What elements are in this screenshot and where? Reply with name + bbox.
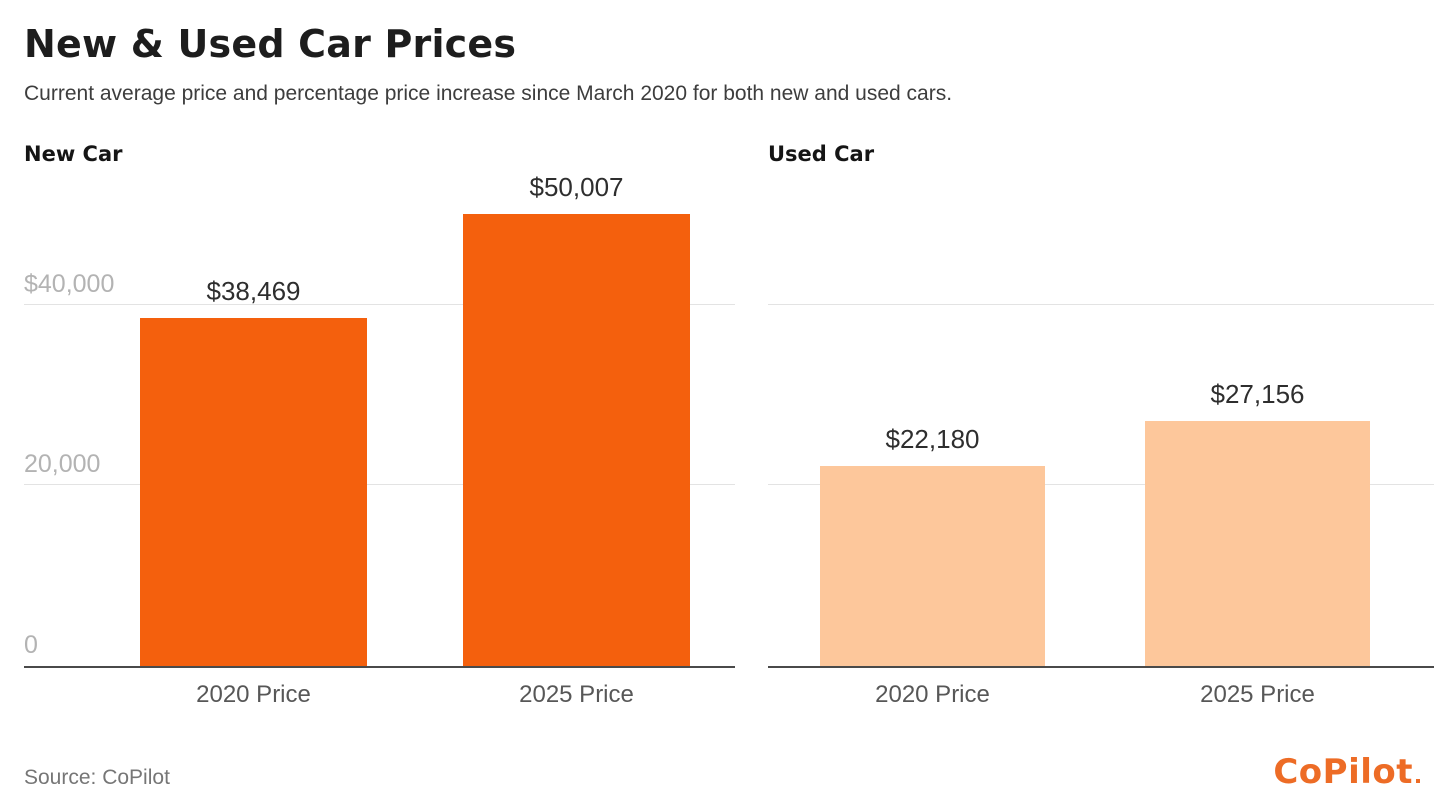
new-car-chart: New Car $38,469 $50,007 0 20,000 $40,000 2… [24, 142, 735, 714]
copilot-logo-text: CoPilot [1273, 752, 1413, 792]
y-axis-tick-label: 0 [24, 631, 38, 659]
x-axis-label-2025: 2025 Price [1200, 681, 1315, 708]
new-car-plot-area: $38,469 $50,007 0 20,000 $40,000 [24, 172, 735, 668]
page-title: New & Used Car Prices [24, 22, 517, 66]
copilot-logo: CoPilot [1273, 754, 1420, 790]
bar-new-2020 [140, 318, 367, 666]
chart-title-used-car: Used Car [768, 142, 875, 166]
bar-new-2025 [463, 214, 690, 666]
used-car-plot-area: $22,180 $27,156 [768, 180, 1434, 668]
x-axis-label-2025: 2025 Price [519, 681, 634, 708]
trademark-dot-icon [1416, 779, 1420, 783]
x-axis-labels: 2020 Price 2025 Price [768, 668, 1434, 714]
bar-used-2020 [820, 466, 1045, 666]
bar-value-label: $38,469 [206, 276, 301, 306]
x-axis-label-2020: 2020 Price [875, 681, 990, 708]
y-axis-tick-label: $40,000 [24, 269, 115, 298]
source-note: Source: CoPilot [24, 766, 170, 789]
used-car-chart: Used Car $22,180 $27,156 2020 Price 2025… [768, 142, 1434, 714]
bar-group-2020: $22,180 [820, 424, 1045, 666]
bar-value-label: $22,180 [885, 424, 980, 454]
page-subtitle: Current average price and percentage pri… [24, 82, 953, 105]
bar-value-label: $50,007 [529, 172, 624, 202]
charts-row: New Car $38,469 $50,007 0 20,000 $40,000 2… [24, 142, 1434, 714]
footer: Source: CoPilot CoPilot [24, 754, 1434, 790]
bar-used-2025 [1145, 421, 1370, 666]
y-gridline [768, 303, 1434, 305]
chart-title-new-car: New Car [24, 142, 123, 166]
y-axis-tick-label: 20,000 [24, 450, 101, 479]
bar-group-2025: $50,007 [463, 172, 690, 666]
bar-value-label: $27,156 [1210, 379, 1305, 409]
bar-group-2020: $38,469 [140, 276, 367, 666]
y-gridline [24, 484, 735, 486]
y-gridline [768, 484, 1434, 486]
bar-group-2025: $27,156 [1145, 379, 1370, 666]
y-gridline [24, 303, 735, 305]
x-axis-label-2020: 2020 Price [196, 681, 311, 708]
x-axis-labels: 2020 Price 2025 Price [24, 668, 735, 714]
